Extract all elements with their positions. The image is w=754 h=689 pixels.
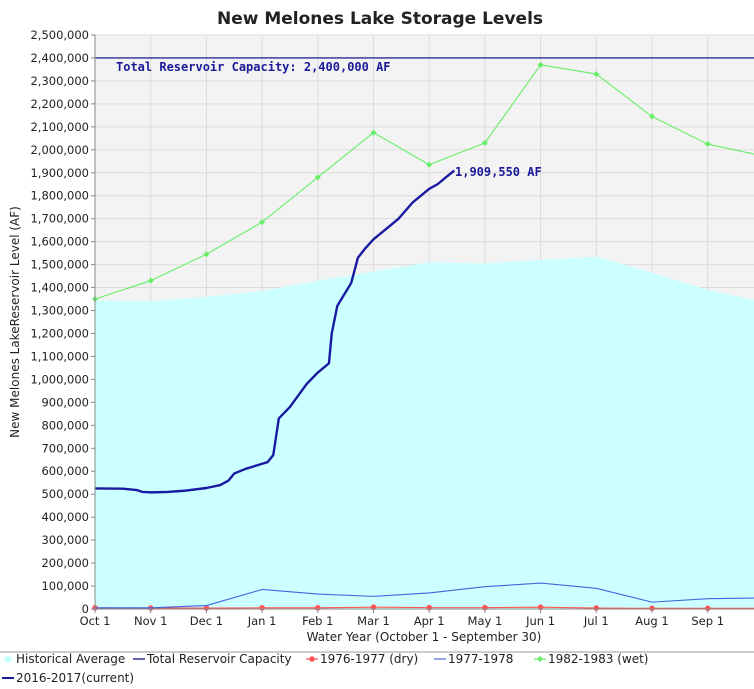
y-tick-label: 2,200,000 [30,97,89,111]
y-tick-label: 400,000 [41,510,89,524]
data-point-1982-1983-wet [147,277,154,284]
x-tick-label: Sep 1 [691,614,724,628]
capacity-annotation: Total Reservoir Capacity: 2,400,000 AF [116,60,391,74]
chart-title: New Melones Lake Storage Levels [217,9,543,29]
y-tick-label: 1,500,000 [30,258,89,272]
y-tick-label: 700,000 [41,441,89,455]
x-tick-label: Feb 1 [302,614,333,628]
y-tick-label: 1,700,000 [30,212,89,226]
y-tick-label: 1,200,000 [30,326,89,340]
data-point-1982-1983-wet [481,139,488,146]
series-line-1977-1978 [95,582,754,609]
x-tick-label: Nov 1 [134,614,167,628]
legend-label: Total Reservoir Capacity [146,652,292,666]
data-point-1982-1983-wet [259,219,266,226]
legend: Historical Average Total Reservoir Capaci… [2,652,649,685]
legend-marker [309,656,315,662]
x-tick-label: Dec 1 [190,614,223,628]
legend-item-1977-1978: 1977-1978 [434,652,513,666]
y-tick-label: 1,900,000 [30,166,89,180]
x-tick-label: Jun 1 [525,614,555,628]
y-ticks: 0 100,000 200,000 300,000 400,000 500,000 600,… [30,28,95,616]
legend-item-total-reservoir-capacity: Total Reservoir Capacity [133,652,292,666]
data-point-1982-1983-wet [649,113,655,120]
y-tick-label: 2,500,000 [30,28,89,42]
line-layer [92,57,754,612]
data-point-1982-1983-wet [203,251,210,258]
x-tick-label: Aug 1 [635,614,668,628]
y-tick-label: 1,400,000 [30,281,89,295]
data-point-1982-1983-wet [314,174,321,181]
x-ticks: Oct 1 Nov 1 Dec 1 Jan 1 Feb 1 Mar 1 Apr 1 May 1… [80,609,724,628]
legend-label: 1977-1978 [448,652,513,666]
x-tick-label: Apr 1 [414,614,445,628]
y-tick-label: 600,000 [41,464,89,478]
y-tick-label: 300,000 [41,533,89,547]
legend-item-1976-1977-dry: 1976-1977 (dry) [306,652,418,666]
x-tick-label: Mar 1 [357,614,390,628]
legend-label: Historical Average [16,652,125,666]
y-tick-label: 0 [82,602,89,616]
data-point-1982-1983-wet [426,161,433,168]
current-level-annotation: 1,909,550 AF [455,165,542,179]
series-area-historical-average [95,256,754,609]
y-tick-label: 2,000,000 [30,143,89,157]
data-point-1976-1977-dry [704,605,711,612]
legend-item-1982-1983-wet: 1982-1983 (wet) [534,652,649,666]
legend-swatch [3,654,13,664]
y-tick-label: 1,600,000 [30,235,89,249]
y-tick-label: 1,000,000 [30,372,89,386]
y-tick-label: 2,300,000 [30,74,89,88]
legend-label: 2016-2017(current) [16,671,134,685]
legend-marker [537,656,543,662]
data-point-1982-1983-wet [370,129,377,136]
y-tick-label: 1,300,000 [30,304,89,318]
legend-label: 1976-1977 (dry) [320,652,418,666]
y-tick-label: 200,000 [41,556,89,570]
y-tick-label: 2,100,000 [30,120,89,134]
data-point-1982-1983-wet [593,71,600,78]
data-point-1976-1977-dry [649,605,655,612]
y-tick-label: 100,000 [41,579,89,593]
data-point-1982-1983-wet [704,141,711,148]
y-tick-label: 2,400,000 [30,51,89,65]
y-axis-label: New Melones LakeReservoir Level (AF) [8,206,22,438]
legend-label: 1982-1983 (wet) [548,652,649,666]
x-axis-label: Water Year (October 1 - September 30) [307,630,542,644]
y-tick-label: 800,000 [41,418,89,432]
y-tick-label: 900,000 [41,395,89,409]
series-line-2016-2017-current [94,169,456,494]
legend-item-2016-2017-current: 2016-2017(current) [2,671,134,685]
x-tick-label: Oct 1 [80,614,111,628]
y-tick-label: 1,100,000 [30,349,89,363]
y-tick-label: 1,800,000 [30,189,89,203]
x-tick-label: May 1 [468,614,503,628]
x-tick-label: Jan 1 [247,614,277,628]
x-tick-label: Jul 1 [583,614,609,628]
area-layer [95,256,754,609]
data-point-1982-1983-wet [537,61,544,68]
y-tick-label: 500,000 [41,487,89,501]
legend-item-historical-average: Historical Average [3,652,125,666]
